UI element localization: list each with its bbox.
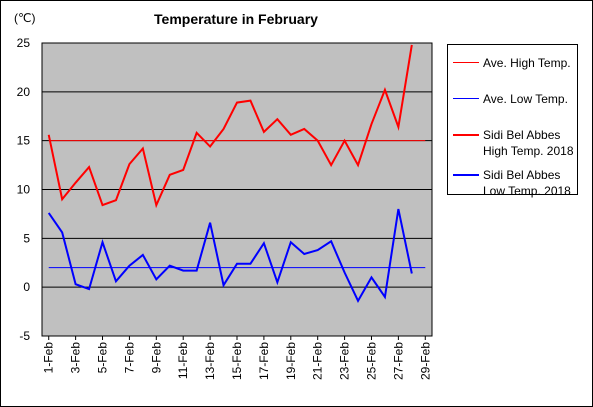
legend-swatch — [453, 62, 479, 63]
x-tick-label: 13-Feb — [203, 342, 217, 380]
legend-swatch — [453, 174, 479, 176]
chart-title: Temperature in February — [154, 11, 318, 27]
series-line — [47, 208, 413, 303]
x-tick-label: 21-Feb — [311, 342, 325, 380]
x-tick-label: 15-Feb — [230, 342, 244, 380]
x-tick-label: 1-Feb — [42, 342, 56, 374]
x-tick-label: 17-Feb — [257, 342, 271, 380]
x-tick-label: 19-Feb — [284, 342, 298, 380]
legend: Ave. High Temp. Ave. Low Temp. Sidi Bel Ab… — [447, 44, 578, 198]
y-tick-label: 0 — [23, 280, 30, 294]
y-tick-label: 25 — [17, 36, 31, 50]
x-tick-label: 25-Feb — [364, 342, 378, 380]
legend-label: Ave. Low Temp. — [483, 92, 568, 106]
y-tick-label: -5 — [19, 329, 30, 343]
x-tick-label: 11-Feb — [176, 342, 190, 379]
legend-swatch — [453, 134, 479, 136]
legend-label: Sidi Bel Abbes High Temp. 2018 — [483, 128, 574, 158]
y-tick-label: 5 — [23, 231, 30, 245]
x-tick-label: 27-Feb — [391, 342, 405, 380]
unit-label: (℃) — [14, 11, 35, 25]
x-tick-label: 9-Feb — [149, 342, 163, 374]
x-tick-label: 5-Feb — [96, 342, 110, 374]
y-tick-label: 10 — [17, 183, 31, 197]
legend-swatch — [453, 98, 479, 99]
x-tick-label: 7-Feb — [122, 342, 136, 374]
x-tick-label: 3-Feb — [69, 342, 83, 374]
series-line — [47, 44, 413, 209]
x-tick-label: 29-Feb — [418, 342, 432, 380]
legend-label: Ave. High Temp. — [483, 56, 571, 70]
x-tick-label: 23-Feb — [338, 342, 352, 380]
y-tick-label: 15 — [17, 134, 31, 148]
y-tick-label: 20 — [17, 85, 31, 99]
legend-label: Sidi Bel Abbes Low Temp. 2018 — [483, 168, 571, 198]
